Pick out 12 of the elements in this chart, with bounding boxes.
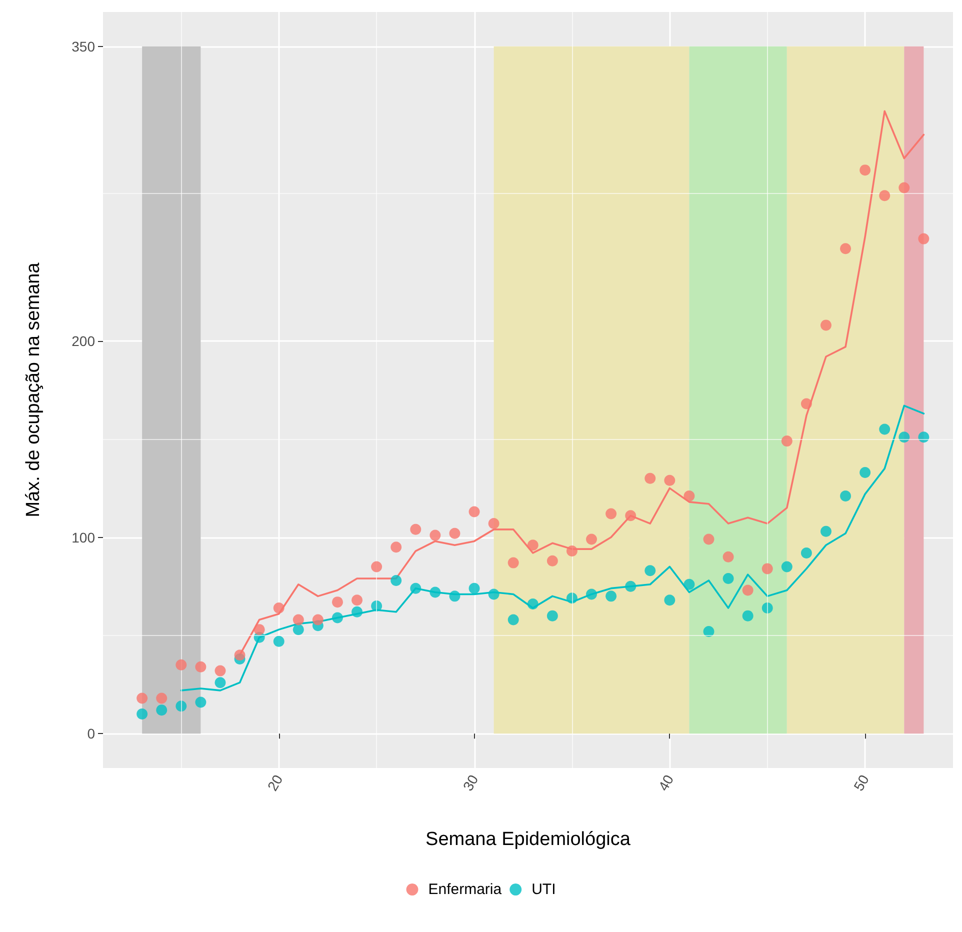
x-tick-label: 40 <box>654 772 677 794</box>
y-tick-label: 350 <box>72 38 96 54</box>
x-tick-label: 30 <box>460 772 482 794</box>
legend-label: UTI <box>532 881 556 898</box>
y-tick-label: 100 <box>72 529 96 546</box>
y-tick-label: 0 <box>87 726 96 742</box>
x-tick-label: 50 <box>850 772 872 794</box>
y-axis-title: Máx. de ocupação na semana <box>23 262 44 518</box>
legend-label: Enfermaria <box>428 881 502 898</box>
x-tick-label: 20 <box>264 772 286 794</box>
x-axis-title: Semana Epidemiológica <box>426 829 631 850</box>
y-tick-label: 200 <box>72 332 96 349</box>
